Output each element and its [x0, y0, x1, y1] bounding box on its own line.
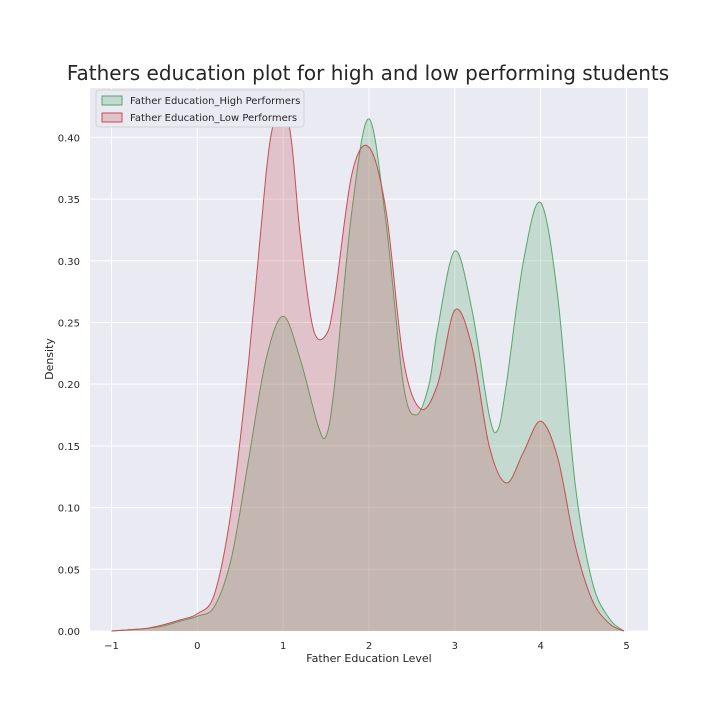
grid-lines — [90, 88, 648, 632]
chart-title: Fathers education plot for high and low … — [67, 61, 669, 85]
y-tick-label: 0.40 — [58, 133, 80, 144]
legend-swatch-low-performers — [101, 112, 123, 123]
y-axis-ticks: 0.00 0.05 0.10 0.15 0.20 0.25 0.30 0.35 0.40 — [58, 133, 80, 638]
area-low-performers — [111, 99, 624, 631]
legend-box — [95, 89, 305, 128]
x-axis-ticks: −1 0 1 2 3 4 5 — [104, 641, 630, 652]
y-tick-label: 0.30 — [58, 257, 80, 268]
y-axis-label: Density — [43, 338, 56, 380]
line-low-performers — [111, 98, 625, 632]
x-tick-label: 1 — [280, 641, 286, 652]
line-high-performers — [111, 118, 625, 632]
legend-swatch-high-performers — [101, 95, 123, 106]
x-tick-label: 5 — [623, 641, 629, 652]
x-tick-label: 0 — [194, 641, 200, 652]
x-tick-label: 3 — [452, 641, 458, 652]
legend-label-low-performers: Father Education_Low Performers — [130, 113, 297, 124]
y-tick-label: 0.10 — [58, 504, 80, 515]
y-tick-label: 0.20 — [58, 380, 80, 391]
y-tick-label: 0.25 — [58, 318, 80, 329]
y-tick-label: 0.00 — [58, 627, 80, 638]
y-tick-label: 0.35 — [58, 195, 80, 206]
x-tick-label: 4 — [538, 641, 544, 652]
legend: Father Education_High Performers Father … — [95, 89, 305, 128]
density-areas — [111, 98, 625, 632]
x-tick-label: −1 — [104, 641, 119, 652]
x-axis-label: Father Education Level — [306, 652, 431, 665]
x-tick-label: 2 — [366, 641, 372, 652]
legend-label-high-performers: Father Education_High Performers — [130, 96, 300, 107]
y-tick-label: 0.15 — [58, 442, 80, 453]
y-tick-label: 0.05 — [58, 565, 80, 576]
area-high-performers — [111, 118, 624, 632]
